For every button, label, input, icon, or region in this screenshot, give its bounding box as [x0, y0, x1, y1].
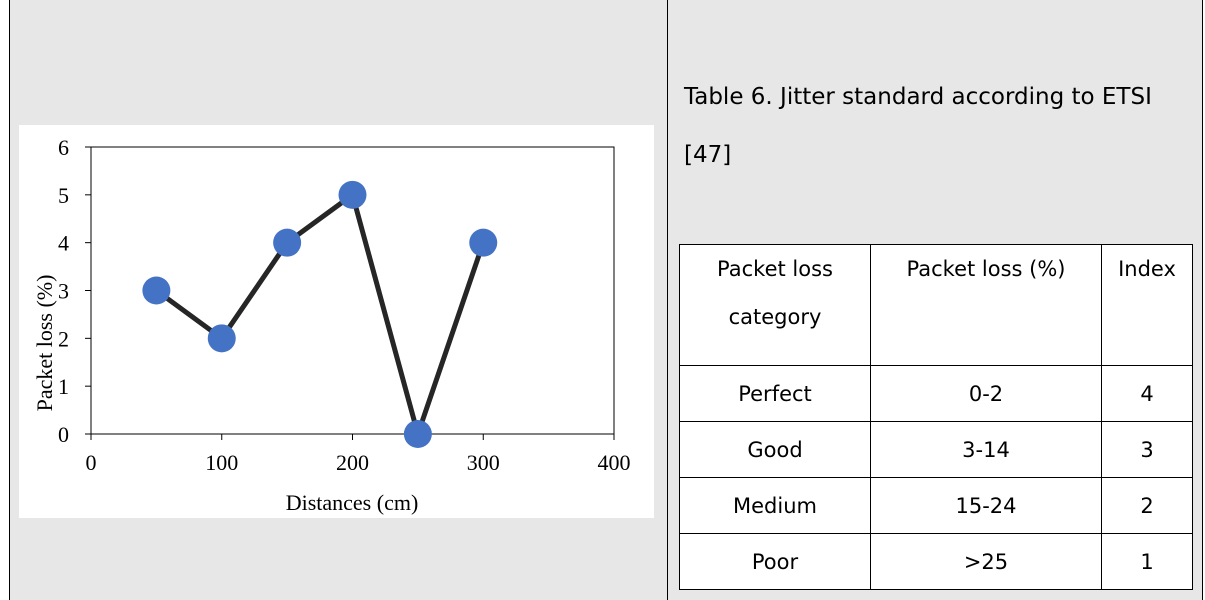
cell-packet-loss: 15-24 [870, 477, 1102, 534]
cell-index: 1 [1101, 533, 1193, 590]
cell-index: 4 [1101, 365, 1193, 422]
table-row: Poor >25 1 [679, 533, 1193, 590]
cell-packet-loss: 3-14 [870, 421, 1102, 478]
table-row: Medium 15-24 2 [679, 477, 1193, 534]
cell-packet-loss: >25 [870, 533, 1102, 590]
x-tick-label: 200 [336, 450, 369, 475]
x-tick-label: 0 [86, 450, 97, 475]
data-point [273, 228, 302, 257]
header-category: Packet loss category [679, 244, 871, 366]
cell-index: 3 [1101, 421, 1193, 478]
table-row: Good 3-14 3 [679, 421, 1193, 478]
y-tick-label: 3 [58, 279, 69, 304]
column-divider [667, 0, 668, 600]
y-tick-label: 2 [58, 326, 69, 351]
y-tick-label: 1 [58, 374, 69, 399]
cell-category: Good [679, 421, 871, 478]
data-point [207, 324, 236, 353]
cell-packet-loss: 0-2 [870, 365, 1102, 422]
data-point [403, 420, 432, 448]
x-tick-label: 400 [598, 450, 631, 475]
y-tick-label: 4 [58, 231, 69, 256]
packet-loss-table: Packet loss category Packet loss (%) Ind… [679, 244, 1193, 590]
table-caption: Table 6. Jitter standard according to ET… [684, 84, 1152, 168]
x-tick-label: 100 [205, 450, 238, 475]
chart-panel: 0 1 2 3 4 5 6 0 100 200 300 400 Distances (cm) Pack… [19, 125, 654, 518]
x-axis-label: Distances (cm) [286, 490, 419, 515]
cell-category: Medium [679, 477, 871, 534]
table-row: Perfect 0-2 4 [679, 365, 1193, 422]
table-header-row: Packet loss category Packet loss (%) Ind… [679, 244, 1193, 366]
packet-loss-chart: 0 1 2 3 4 5 6 0 100 200 300 400 Distances (cm) Pack… [32, 135, 631, 515]
header-index: Index [1101, 244, 1193, 366]
y-axis-label: Packet loss (%) [32, 275, 57, 412]
cell-index: 2 [1101, 477, 1193, 534]
header-packet-loss: Packet loss (%) [870, 244, 1102, 366]
cell-category: Perfect [679, 365, 871, 422]
data-point [338, 180, 367, 209]
cell-category: Poor [679, 533, 871, 590]
y-tick-label: 0 [58, 422, 69, 447]
data-point [469, 228, 498, 257]
y-tick-label: 6 [58, 135, 69, 160]
x-tick-label: 300 [467, 450, 500, 475]
data-point [142, 276, 171, 305]
y-tick-label: 5 [58, 183, 69, 208]
